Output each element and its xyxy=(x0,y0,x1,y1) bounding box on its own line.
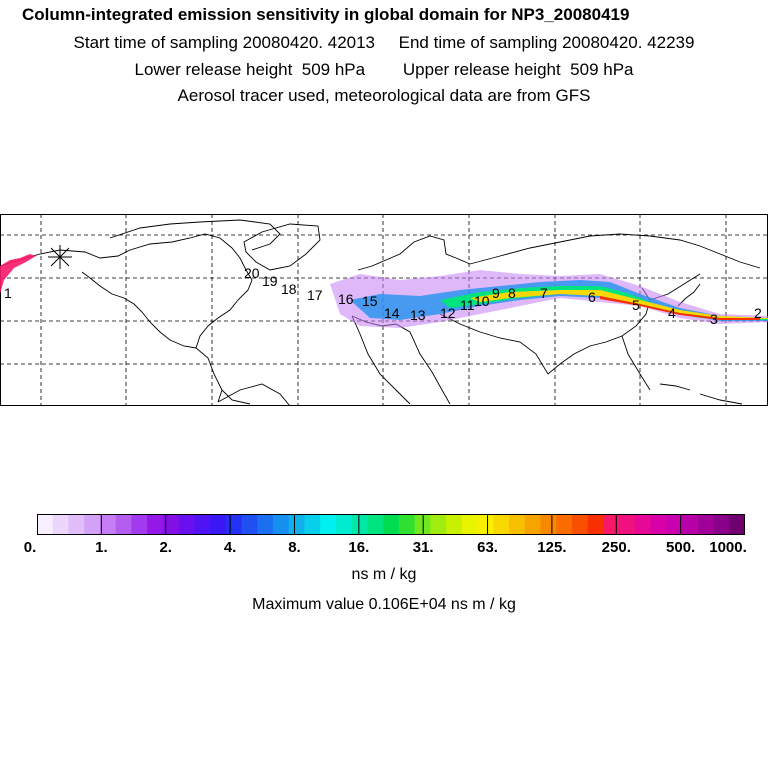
coastlines xyxy=(0,219,761,406)
colorbar-swatch xyxy=(273,514,290,535)
colorbar-swatch xyxy=(430,514,447,535)
colorbar-tick-label: 125. xyxy=(537,539,567,556)
colorbar-swatch xyxy=(335,514,353,535)
colorbar-swatch xyxy=(37,514,54,535)
colorbar-swatch xyxy=(178,514,195,535)
release-height-text: Lower release height 509 hPa Upper relea… xyxy=(134,60,634,79)
day-marker: 6 xyxy=(588,289,596,305)
colorbar-swatch xyxy=(52,514,69,535)
colorbar-tick-label: 250. xyxy=(601,539,631,556)
colorbar-swatch xyxy=(241,514,258,535)
day-marker: 4 xyxy=(668,305,676,321)
world-map: 20 19 18 17 16 15 14 13 12 11 10 9 8 7 6… xyxy=(0,214,768,406)
emission-sensitivity-plume xyxy=(0,254,768,328)
colorbar-tick-label: 16. xyxy=(348,539,370,556)
colorbar-swatch xyxy=(524,514,541,535)
day-marker: 17 xyxy=(307,287,323,303)
colorbar-swatch xyxy=(713,514,730,535)
colorbar-swatch xyxy=(461,514,479,535)
colorbar-swatch xyxy=(571,514,589,535)
day-marker: 11 xyxy=(460,297,475,313)
day-marker: 8 xyxy=(508,285,516,301)
colorbar-swatch xyxy=(493,514,510,535)
colorbar-swatch xyxy=(587,514,604,535)
colorbar-units: ns m / kg xyxy=(351,566,417,583)
day-marker: 2 xyxy=(754,305,762,321)
colorbar-swatch xyxy=(320,514,337,535)
sampling-time-text: Start time of sampling 20080420. 42013 E… xyxy=(73,33,695,52)
colorbar-swatch xyxy=(367,514,384,535)
colorbar-swatch xyxy=(650,514,667,535)
colorbar-swatch xyxy=(257,514,274,535)
colorbar-tick-label: 2. xyxy=(159,539,172,556)
colorbar-tick-label: 1. xyxy=(95,539,108,556)
colorbar-tick-label: 31. xyxy=(412,539,434,556)
maximum-value-text: Maximum value 0.106E+04 ns m / kg xyxy=(252,596,516,613)
colorbar-swatch xyxy=(210,514,227,535)
colorbar-swatch xyxy=(194,514,211,535)
day-markers: 20 19 18 17 16 15 14 13 12 11 10 9 8 7 6… xyxy=(4,265,762,327)
colorbar-swatch xyxy=(304,514,321,535)
colorbar-swatch xyxy=(556,514,573,535)
day-marker: 16 xyxy=(338,291,354,307)
colorbar-swatch xyxy=(147,514,164,535)
colorbar-swatch xyxy=(383,514,400,535)
colorbar-swatch xyxy=(477,514,494,535)
colorbar-swatch xyxy=(509,514,526,535)
day-marker: 18 xyxy=(281,281,297,297)
colorbar-swatches xyxy=(37,514,745,535)
map-title: Column-integrated emission sensitivity i… xyxy=(22,5,630,24)
colorbar xyxy=(37,514,745,535)
day-marker: 10 xyxy=(474,293,490,309)
colorbar-swatch xyxy=(115,514,132,535)
colorbar-swatch xyxy=(634,514,652,535)
day-marker: 20 xyxy=(244,265,260,281)
day-marker: 14 xyxy=(384,305,400,321)
colorbar-tick-label: 8. xyxy=(288,539,301,556)
colorbar-swatch xyxy=(603,514,620,535)
colorbar-swatch xyxy=(84,514,101,535)
colorbar-swatch xyxy=(99,514,117,535)
colorbar-swatch xyxy=(131,514,148,535)
colorbar-swatch xyxy=(225,514,243,535)
colorbar-swatch xyxy=(351,514,368,535)
colorbar-dividers xyxy=(100,514,682,535)
colorbar-swatch xyxy=(540,514,557,535)
colorbar-tick-label: 500. xyxy=(666,539,696,556)
day-marker: 5 xyxy=(632,297,640,313)
day-marker: 19 xyxy=(262,273,278,289)
asterisk-icon xyxy=(48,245,72,269)
colorbar-swatch xyxy=(162,514,180,535)
day-marker: 12 xyxy=(440,305,456,321)
colorbar-tick-label: 0. xyxy=(23,539,37,556)
day-marker: 9 xyxy=(492,285,500,301)
day-marker: 1 xyxy=(4,285,12,301)
day-marker: 7 xyxy=(540,285,548,301)
colorbar-swatch xyxy=(446,514,463,535)
colorbar-tick-label: 4. xyxy=(223,539,237,556)
colorbar-swatch xyxy=(666,514,683,535)
colorbar-swatch xyxy=(682,514,699,535)
colorbar-swatch xyxy=(697,514,715,535)
day-marker: 3 xyxy=(710,311,718,327)
colorbar-frame xyxy=(37,514,745,535)
colorbar-swatch xyxy=(68,514,85,535)
colorbar-swatch xyxy=(288,514,305,535)
colorbar-swatch xyxy=(729,514,745,535)
colorbar-tick-label: 63. xyxy=(477,539,498,556)
day-marker: 15 xyxy=(362,293,378,309)
colorbar-swatch xyxy=(398,514,416,535)
day-marker: 13 xyxy=(410,307,426,323)
colorbar-swatch xyxy=(619,514,636,535)
tracer-info-text: Aerosol tracer used, meteorological data… xyxy=(177,86,591,105)
colorbar-tick-label: 1000. xyxy=(709,539,747,556)
